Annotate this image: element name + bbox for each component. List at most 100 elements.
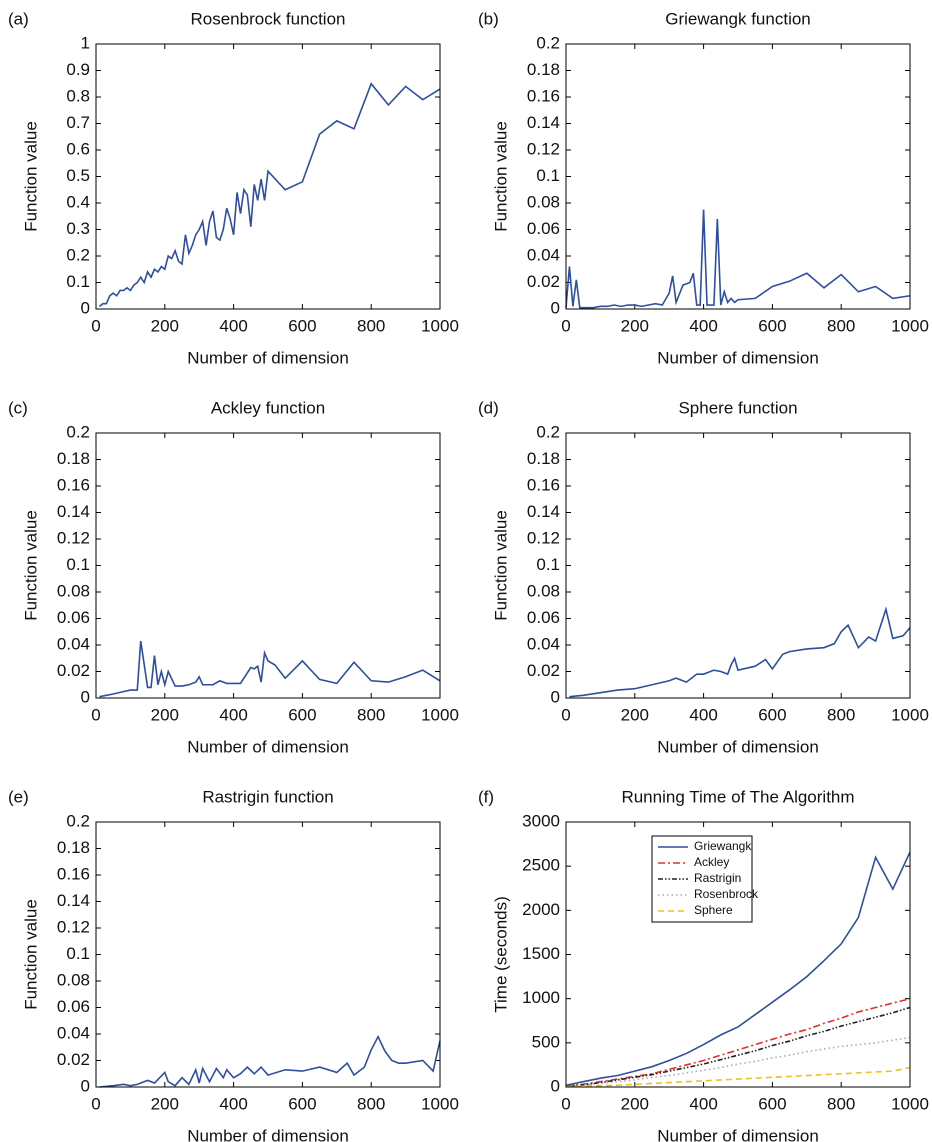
y-tick-label: 0.06	[527, 608, 560, 627]
y-tick-label: 0.08	[57, 970, 90, 989]
y-tick-label: 0	[551, 1076, 560, 1095]
x-tick-label: 0	[561, 1094, 570, 1113]
x-tick-label: 0	[91, 705, 100, 724]
x-tick-label: 200	[621, 705, 649, 724]
y-tick-label: 0.02	[57, 1050, 90, 1069]
x-tick-label: 0	[561, 705, 570, 724]
y-tick-label: 0.14	[527, 502, 560, 521]
data-line	[565, 209, 911, 309]
y-tick-label: 0.9	[66, 60, 90, 79]
legend-label: Rastrigin	[694, 871, 741, 885]
legend-label: Griewangk	[694, 839, 752, 853]
x-axis-label: Number of dimension	[657, 348, 819, 367]
y-tick-label: 0.02	[527, 272, 560, 291]
data-line	[98, 82, 441, 307]
y-tick-label: 0.04	[527, 245, 560, 264]
data-line	[565, 1006, 911, 1087]
y-tick-label: 0.12	[527, 528, 560, 547]
y-tick-label: 0.02	[57, 661, 90, 680]
x-tick-label: 200	[151, 705, 179, 724]
y-tick-label: 0	[551, 687, 560, 706]
x-tick-label: 1000	[891, 1094, 929, 1113]
y-axis-label: Function value	[21, 899, 40, 1010]
plot-frame	[95, 43, 441, 310]
y-tick-label: 0.06	[57, 997, 90, 1016]
chart-title: Ackley function	[211, 398, 325, 417]
panel-label: (e)	[8, 787, 29, 806]
chart-title: Griewangk function	[665, 9, 811, 28]
y-tick-label: 0.7	[66, 113, 90, 132]
y-tick-label: 0.18	[57, 449, 90, 468]
y-tick-label: 1	[81, 33, 90, 52]
plot-frame	[95, 432, 441, 699]
x-tick-label: 600	[288, 705, 316, 724]
x-tick-label: 400	[219, 705, 247, 724]
x-tick-label: 800	[827, 705, 855, 724]
chart-title: Sphere function	[678, 398, 797, 417]
plot-frame	[565, 43, 911, 310]
y-tick-label: 500	[532, 1032, 560, 1051]
y-tick-label: 0.14	[527, 113, 560, 132]
data-line	[565, 997, 911, 1087]
y-tick-label: 0.16	[57, 864, 90, 883]
y-tick-label: 0.12	[57, 917, 90, 936]
chart-title: Rastrigin function	[202, 787, 333, 806]
y-tick-label: 0.1	[536, 166, 560, 185]
y-tick-label: 0.2	[66, 422, 90, 441]
y-tick-label: 0.1	[66, 944, 90, 963]
y-tick-label: 0.12	[57, 528, 90, 547]
y-tick-label: 0.2	[536, 422, 560, 441]
y-tick-label: 3000	[522, 811, 560, 830]
y-tick-label: 0.06	[527, 219, 560, 238]
data-line	[565, 1066, 911, 1088]
y-tick-label: 0.16	[57, 475, 90, 494]
y-tick-label: 0.04	[527, 634, 560, 653]
y-tick-label: 0.16	[527, 86, 560, 105]
chart-title: Rosenbrock function	[191, 9, 346, 28]
y-tick-label: 0.5	[66, 166, 90, 185]
x-tick-label: 0	[561, 316, 570, 335]
y-tick-label: 0.16	[527, 475, 560, 494]
y-tick-label: 2500	[522, 856, 560, 875]
y-tick-label: 0	[81, 298, 90, 317]
x-tick-label: 800	[357, 316, 385, 335]
y-tick-label: 0.06	[57, 608, 90, 627]
x-tick-label: 0	[91, 316, 100, 335]
y-tick-label: 0.1	[536, 555, 560, 574]
y-tick-label: 0.08	[57, 581, 90, 600]
y-tick-label: 0.04	[57, 1023, 90, 1042]
plot-frame	[95, 821, 441, 1088]
x-tick-label: 400	[219, 316, 247, 335]
panel-label: (d)	[478, 398, 499, 417]
x-tick-label: 400	[689, 705, 717, 724]
x-axis-label: Number of dimension	[657, 737, 819, 756]
plot-frame	[565, 432, 911, 699]
x-tick-label: 800	[827, 1094, 855, 1113]
panel-label: (a)	[8, 9, 29, 28]
y-tick-label: 0.08	[527, 581, 560, 600]
y-tick-label: 0.18	[57, 838, 90, 857]
x-tick-label: 200	[151, 316, 179, 335]
y-tick-label: 0.2	[536, 33, 560, 52]
y-tick-label: 0	[81, 687, 90, 706]
y-tick-label: 1000	[522, 988, 560, 1007]
x-tick-label: 600	[288, 316, 316, 335]
y-tick-label: 0.04	[57, 634, 90, 653]
x-tick-label: 400	[689, 1094, 717, 1113]
plot-frame	[565, 821, 911, 1088]
x-tick-label: 200	[621, 1094, 649, 1113]
x-tick-label: 800	[827, 316, 855, 335]
x-tick-label: 600	[758, 705, 786, 724]
x-tick-label: 800	[357, 705, 385, 724]
y-tick-label: 0.6	[66, 139, 90, 158]
y-tick-label: 0	[551, 298, 560, 317]
y-tick-label: 0.14	[57, 891, 90, 910]
panel-label: (b)	[478, 9, 499, 28]
y-tick-label: 0.18	[527, 449, 560, 468]
y-tick-label: 2000	[522, 900, 560, 919]
x-tick-label: 1000	[421, 316, 459, 335]
y-tick-label: 1500	[522, 944, 560, 963]
y-tick-label: 0.14	[57, 502, 90, 521]
y-tick-label: 0.8	[66, 86, 90, 105]
